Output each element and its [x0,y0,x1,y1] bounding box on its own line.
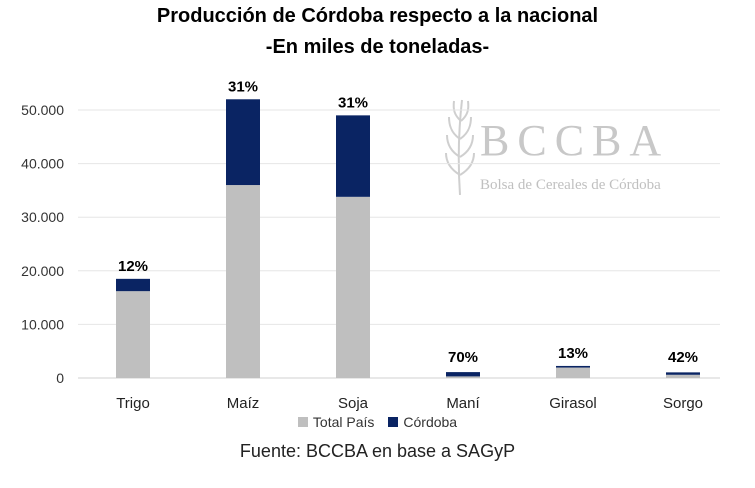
x-tick-label: Girasol [549,395,597,412]
data-label-percent: 42% [668,349,698,366]
bccba-watermark: BCCBA Bolsa de Cereales de Córdoba [440,95,690,200]
bar-total-pais [226,185,260,378]
bar-total-pais [116,291,150,378]
x-tick-label: Sorgo [663,395,703,412]
legend-swatch-cordoba [388,417,399,427]
x-tick-label: Soja [338,395,369,412]
bar-total-pais [556,367,590,378]
legend-label-cordoba: Córdoba [403,414,458,430]
x-tick-label: Trigo [116,395,150,412]
chart-title: Producción de Córdoba respecto a la naci… [156,5,599,27]
y-tick-label: 10.000 [21,316,64,332]
bar-cordoba [336,115,370,197]
legend-swatch-total [297,417,308,427]
x-tick-label: Maní [446,395,480,412]
bar-cordoba [226,99,260,186]
y-tick-label: 40.000 [21,156,64,172]
chart-subtitle: -En miles de toneladas- [265,36,490,58]
legend-label-total: Total País [312,414,375,430]
data-label-percent: 12% [118,258,148,275]
legend-item-total: Total País [297,414,375,430]
y-tick-label: 0 [56,370,64,386]
bar-cordoba [666,372,700,375]
bar-total-pais [666,374,700,378]
watermark-brand: BCCBA [480,116,670,165]
watermark-tagline: Bolsa de Cereales de Córdoba [480,177,661,193]
bar-cordoba [556,365,590,368]
legend-item-cordoba: Córdoba [388,414,457,430]
chart-legend: Total País Córdoba [0,414,755,430]
data-label-percent: 13% [558,345,588,362]
y-tick-label: 20.000 [21,263,64,279]
data-label-percent: 70% [448,349,478,366]
bar-cordoba [446,372,480,377]
chart-source: Fuente: BCCBA en base a SAGyP [239,441,516,461]
data-label-percent: 31% [228,78,258,95]
bar-total-pais [446,376,480,378]
bar-cordoba [116,278,150,292]
y-tick-label: 50.000 [21,102,64,118]
x-tick-label: Maíz [227,395,260,412]
data-label-percent: 31% [338,94,368,111]
y-tick-label: 30.000 [21,209,64,225]
bar-total-pais [336,196,370,378]
